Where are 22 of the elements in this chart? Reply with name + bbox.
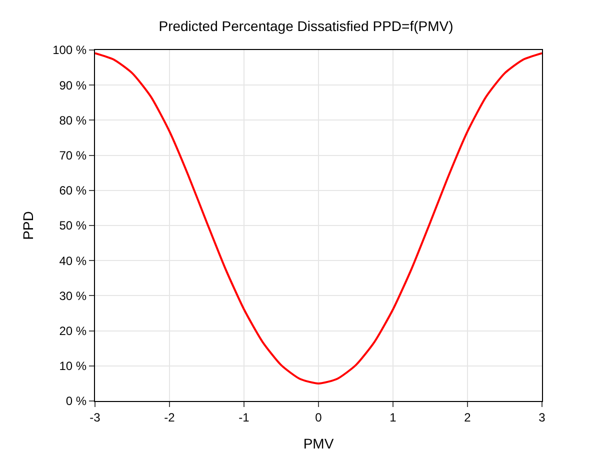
x-tick-label: 0 bbox=[315, 410, 322, 424]
line-series bbox=[95, 52, 542, 384]
y-tick-label: 100 % bbox=[52, 43, 87, 58]
y-tick-label: 40 % bbox=[59, 254, 87, 268]
y-tick-label: 0 % bbox=[66, 394, 87, 408]
chart-title: Predicted Percentage Dissatisfied PPD=f(PMV) bbox=[158, 18, 454, 34]
y-tick-label: 80 % bbox=[59, 113, 87, 128]
x-axis-title: PMV bbox=[303, 436, 334, 452]
y-tick-label: 30 % bbox=[59, 288, 87, 303]
y-tick-label: 60 % bbox=[59, 184, 87, 198]
y-tick-label: 20 % bbox=[59, 324, 87, 338]
y-tick-label: 50 % bbox=[59, 218, 87, 233]
x-tick-label: 3 bbox=[538, 410, 546, 424]
x-tick-label: 1 bbox=[390, 410, 397, 424]
x-tick-label: -2 bbox=[164, 410, 176, 424]
y-tick-label: 10 % bbox=[59, 359, 87, 374]
y-tick-label: 70 % bbox=[59, 148, 87, 162]
x-tick-label: -1 bbox=[238, 410, 250, 424]
y-axis-title: PPD bbox=[20, 211, 36, 240]
x-tick-label: -3 bbox=[90, 410, 101, 424]
y-tick-label: 90 % bbox=[59, 78, 87, 92]
x-tick-label: 2 bbox=[464, 410, 472, 424]
